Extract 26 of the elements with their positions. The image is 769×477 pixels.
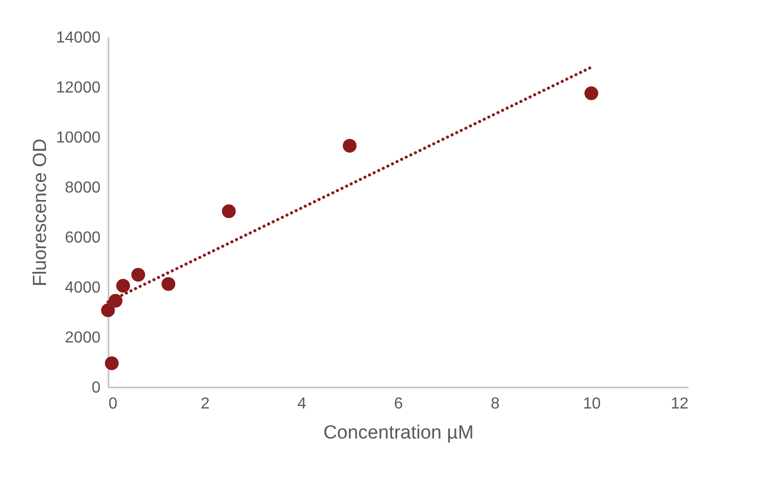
point [342, 138, 357, 153]
x-tick-label: 4 [297, 396, 306, 412]
y-tick-label: 12000 [56, 80, 101, 96]
point [108, 294, 122, 308]
point [104, 356, 119, 370]
y-axis-title: Fluorescence OD [30, 138, 52, 286]
y-tick-label: 8000 [64, 180, 101, 196]
x-tick-label: 0 [108, 396, 118, 412]
point [162, 277, 176, 291]
point [222, 204, 236, 218]
y-tick-label: 0 [92, 380, 101, 396]
y-tick-label: 6000 [64, 230, 101, 246]
x-axis-title: Concentration µM [323, 422, 474, 444]
y-tick-label: 2000 [64, 330, 101, 346]
y-tick-label: 10000 [56, 130, 101, 146]
y-tick-label: 4000 [64, 280, 101, 296]
x-tick-label: 10 [582, 396, 601, 412]
point [131, 268, 146, 282]
x-tick-label: 2 [200, 396, 210, 412]
point [116, 278, 130, 293]
point [584, 86, 598, 100]
x-tick-label: 8 [490, 396, 500, 412]
x-tick-label: 12 [670, 396, 689, 412]
y-tick-label: 14000 [56, 30, 101, 46]
point [101, 303, 115, 318]
x-tick-label: 6 [394, 396, 404, 412]
